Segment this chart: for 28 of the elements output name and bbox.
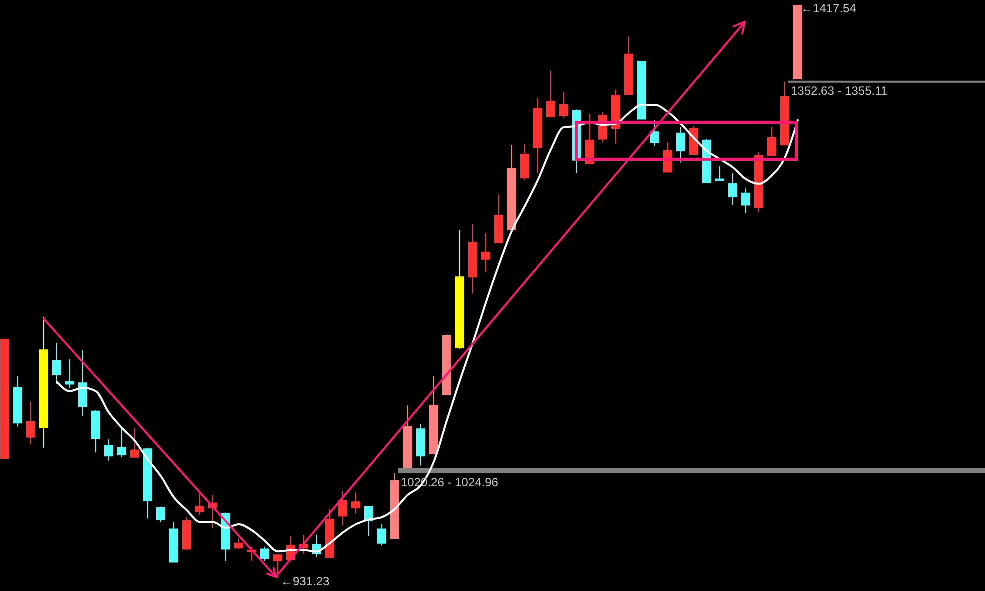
candlestick — [66, 359, 74, 388]
candlestick — [130, 427, 140, 458]
candlestick — [676, 126, 686, 164]
annotation: ←931.23 — [281, 574, 330, 588]
candlestick — [274, 554, 282, 579]
candlestick — [338, 491, 348, 526]
candlestick — [118, 428, 126, 458]
candlestick — [378, 524, 386, 546]
candlestick — [560, 92, 568, 119]
ref-line-label: 1352.63 - 1355.11 — [791, 84, 888, 98]
candlestick — [156, 506, 166, 523]
candlestick — [104, 439, 114, 462]
candlestick — [26, 401, 36, 445]
candlestick — [234, 538, 244, 550]
candlestick — [716, 166, 724, 181]
candlestick — [546, 70, 556, 118]
candlestick — [650, 120, 660, 147]
candlestick — [482, 232, 490, 273]
candlestick — [768, 126, 776, 156]
candlestick — [520, 143, 530, 181]
candlestick — [78, 350, 88, 417]
candlestick — [52, 342, 62, 385]
candlestick — [352, 492, 360, 514]
candlestick — [260, 546, 270, 562]
candlestick — [742, 188, 750, 214]
candlestick — [728, 172, 738, 206]
candlestick — [196, 493, 204, 516]
annotation: ←1417.54 — [801, 1, 857, 16]
